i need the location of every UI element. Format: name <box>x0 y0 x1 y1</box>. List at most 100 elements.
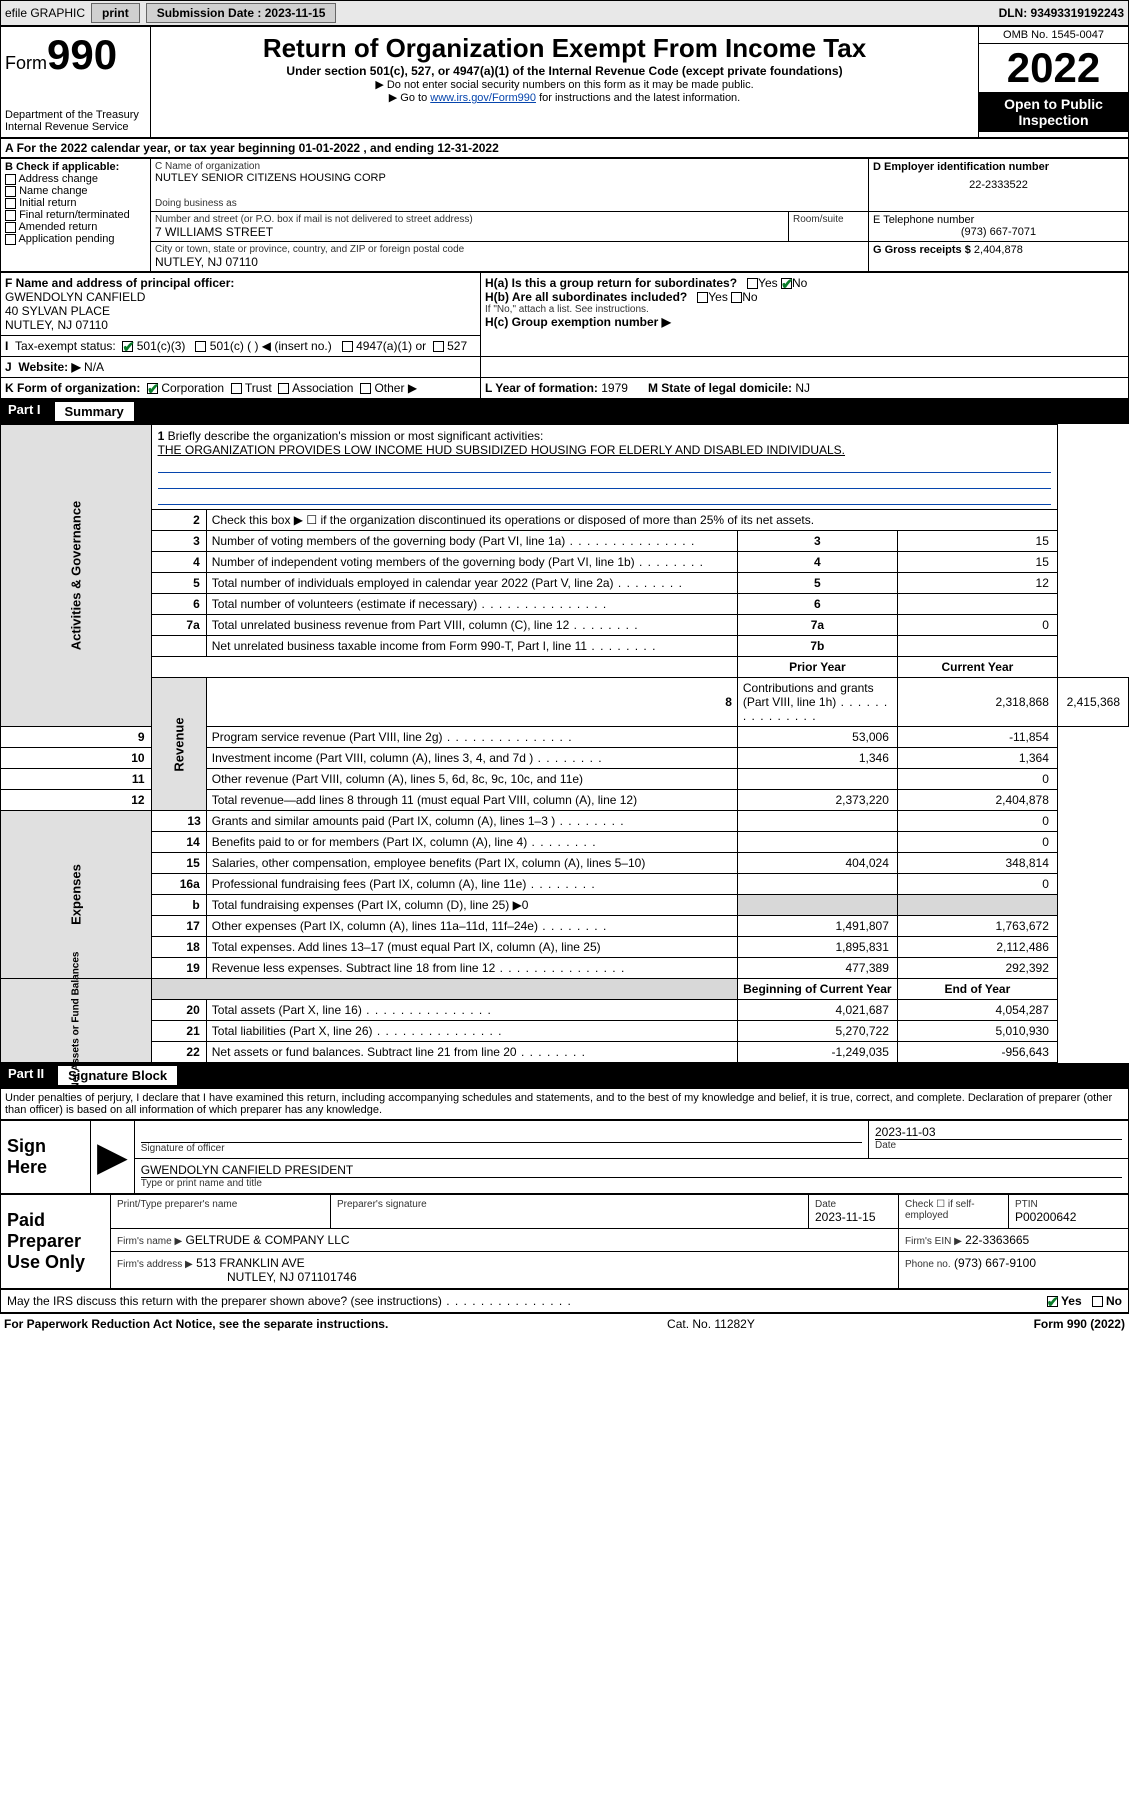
org-info-block: B Check if applicable: Address change Na… <box>0 158 1129 272</box>
tax-year-range: A For the 2022 calendar year, or tax yea… <box>0 138 1129 158</box>
net-line-21: Total liabilities (Part X, line 26) <box>206 1021 737 1042</box>
chk-ha-yes[interactable] <box>747 278 758 289</box>
chk-final-return[interactable] <box>5 210 16 221</box>
col-prior-year: Prior Year <box>737 657 897 678</box>
chk-ha-no[interactable] <box>781 278 792 289</box>
street-address: 7 WILLIAMS STREET <box>155 225 784 239</box>
pra-notice: For Paperwork Reduction Act Notice, see … <box>4 1317 388 1331</box>
exp-line-16b: Total fundraising expenses (Part IX, col… <box>206 895 737 916</box>
dept-treasury: Department of the Treasury <box>5 109 146 121</box>
chk-may-irs-yes[interactable] <box>1047 1296 1058 1307</box>
chk-527[interactable] <box>433 341 444 352</box>
k-label: K Form of organization: <box>5 381 140 395</box>
firm-ein: 22-3363665 <box>965 1233 1029 1247</box>
exp-line-18: Total expenses. Add lines 13–17 (must eq… <box>206 937 737 958</box>
g-label: G Gross receipts $ <box>873 244 971 256</box>
may-irs-row: May the IRS discuss this return with the… <box>0 1289 1129 1313</box>
chk-initial-return[interactable] <box>5 198 16 209</box>
l1-label: Briefly describe the organization's miss… <box>168 429 544 443</box>
form-subtitle: Under section 501(c), 527, or 4947(a)(1)… <box>161 64 968 78</box>
chk-501c[interactable] <box>195 341 206 352</box>
chk-assoc[interactable] <box>278 383 289 394</box>
sig-officer-label: Signature of officer <box>141 1143 862 1154</box>
sig-date: 2023-11-03 <box>875 1125 1122 1140</box>
gross-receipts: 2,404,878 <box>974 244 1023 256</box>
hb-note: If "No," attach a list. See instructions… <box>485 304 1124 315</box>
instruction-goto: ▶ Go to www.irs.gov/Form990 for instruct… <box>161 91 968 104</box>
gov-line-7a: Total unrelated business revenue from Pa… <box>206 615 737 636</box>
mission-blank-2 <box>158 473 1051 489</box>
prep-sig-label: Preparer's signature <box>337 1199 802 1210</box>
form-title: Return of Organization Exempt From Incom… <box>161 33 968 64</box>
exp-line-16a: Professional fundraising fees (Part IX, … <box>206 874 737 895</box>
print-button[interactable]: print <box>91 3 140 23</box>
form-990-label: Form990 <box>5 31 146 79</box>
gov-line-5: Total number of individuals employed in … <box>206 573 737 594</box>
omb-number: OMB No. 1545-0047 <box>979 27 1128 44</box>
ptin-label: PTIN <box>1015 1199 1122 1210</box>
paid-preparer-label: Paid Preparer Use Only <box>7 1210 85 1272</box>
perjury-declaration: Under penalties of perjury, I declare th… <box>0 1088 1129 1120</box>
form-number: 990 <box>47 31 117 78</box>
officer-sub-label: Type or print name and title <box>141 1178 1122 1189</box>
firm-addr-label: Firm's address ▶ <box>117 1259 193 1270</box>
exp-line-14: Benefits paid to or for members (Part IX… <box>206 832 737 853</box>
submission-date-button[interactable]: Submission Date : 2023-11-15 <box>146 3 337 23</box>
firm-ein-label: Firm's EIN ▶ <box>905 1236 962 1247</box>
submission-date-label: Submission Date : <box>157 6 265 20</box>
chk-501c3[interactable] <box>122 341 133 352</box>
chk-may-irs-no[interactable] <box>1092 1296 1103 1307</box>
rev-line-11: Other revenue (Part VIII, column (A), li… <box>206 769 737 790</box>
phone-value: (973) 667-7071 <box>873 226 1124 238</box>
chk-name-change[interactable] <box>5 186 16 197</box>
date-label: Date <box>875 1140 1122 1151</box>
chk-address-change[interactable] <box>5 174 16 185</box>
firm-phone-label: Phone no. <box>905 1259 951 1270</box>
prep-date-label: Date <box>815 1199 892 1210</box>
mission-text: THE ORGANIZATION PROVIDES LOW INCOME HUD… <box>158 443 845 457</box>
dln-label: DLN: 93493319192243 <box>999 6 1124 20</box>
firm-phone: (973) 667-9100 <box>954 1256 1036 1270</box>
j-label: Website: ▶ <box>18 360 80 374</box>
city-value: NUTLEY, NJ 07110 <box>155 255 864 269</box>
chk-application-pending[interactable] <box>5 234 16 245</box>
website-value: N/A <box>84 360 104 374</box>
sign-arrow-icon: ▶ <box>91 1121 135 1194</box>
b-label: B Check if applicable: <box>5 161 146 173</box>
part1-table: Activities & Governance 1 Briefly descri… <box>0 424 1129 1063</box>
mission-blank-1 <box>158 457 1051 473</box>
net-line-20: Total assets (Part X, line 16) <box>206 1000 737 1021</box>
chk-hb-no[interactable] <box>731 292 742 303</box>
officer-addr1: 40 SYLVAN PLACE <box>5 304 476 318</box>
chk-other[interactable] <box>360 383 371 394</box>
firm-addr1: 513 FRANKLIN AVE <box>196 1256 305 1270</box>
gov-line-4: Number of independent voting members of … <box>206 552 737 573</box>
tab-revenue: Revenue <box>171 717 186 771</box>
rev-line-10: Investment income (Part VIII, column (A)… <box>206 748 737 769</box>
l-label: L Year of formation: <box>485 381 601 395</box>
tax-year: 2022 <box>979 44 1128 92</box>
open-inspection: Open to Public Inspection <box>979 92 1128 132</box>
rev-line-12: Total revenue—add lines 8 through 11 (mu… <box>206 790 737 811</box>
firm-addr2: NUTLEY, NJ 071101746 <box>227 1270 357 1284</box>
submission-date-value: 2023-11-15 <box>265 6 326 20</box>
chk-4947[interactable] <box>342 341 353 352</box>
topbar: efile GRAPHIC print Submission Date : 20… <box>0 0 1129 26</box>
col-begin-year: Beginning of Current Year <box>737 979 897 1000</box>
chk-amended-return[interactable] <box>5 222 16 233</box>
dba-label: Doing business as <box>155 198 864 209</box>
firm-name: GELTRUDE & COMPANY LLC <box>186 1233 350 1247</box>
signature-block: Sign Here ▶ Signature of officer 2023-11… <box>0 1120 1129 1194</box>
chk-hb-yes[interactable] <box>697 292 708 303</box>
gov-line-6: Total number of volunteers (estimate if … <box>206 594 737 615</box>
officer-name-title: GWENDOLYN CANFIELD PRESIDENT <box>141 1163 1122 1178</box>
chk-trust[interactable] <box>231 383 242 394</box>
exp-line-13: Grants and similar amounts paid (Part IX… <box>206 811 737 832</box>
irs-link[interactable]: www.irs.gov/Form990 <box>430 92 536 104</box>
rev-line-8: Contributions and grants (Part VIII, lin… <box>737 678 897 727</box>
i-label: Tax-exempt status: <box>15 339 116 353</box>
part2-header: Part II Signature Block <box>0 1063 1129 1088</box>
col-current-year: Current Year <box>897 657 1057 678</box>
chk-corp[interactable] <box>147 383 158 394</box>
city-label: City or town, state or province, country… <box>155 244 864 255</box>
